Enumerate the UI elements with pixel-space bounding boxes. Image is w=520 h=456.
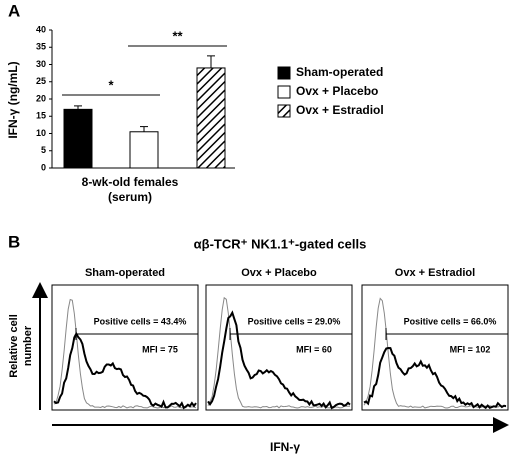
significance-label: ** [172, 28, 183, 43]
y-tick-label: 20 [36, 93, 46, 103]
isotype-curve [53, 298, 197, 409]
y-tick-label: 0 [41, 162, 46, 172]
gate-label: Positive cells = 29.0% [248, 316, 341, 326]
legend-swatch [277, 66, 291, 80]
x-axis-label: (serum) [108, 190, 152, 204]
subpanel-title: Sham-operated [85, 267, 165, 279]
gate-label: Positive cells = 43.4% [94, 316, 187, 326]
y-tick-label: 35 [36, 42, 46, 52]
y-tick-label: 15 [36, 111, 46, 121]
bar [63, 108, 93, 169]
legend-label: Ovx + Placebo [296, 84, 378, 98]
y-axis-label: number [22, 325, 34, 366]
y-tick-label: 30 [36, 59, 46, 69]
panel-title: αβ-TCR⁺ NK1.1⁺-gated cells [194, 236, 367, 251]
mfi-label: MFI = 60 [296, 344, 332, 354]
mfi-label: MFI = 102 [450, 344, 491, 354]
legend-swatch [277, 104, 291, 118]
panel-label: A [8, 1, 20, 20]
subpanel-title: Ovx + Estradiol [395, 267, 475, 279]
y-tick-label: 25 [36, 76, 46, 86]
y-tick-label: 40 [36, 24, 46, 34]
gate-label: Positive cells = 66.0% [404, 316, 497, 326]
bar [196, 67, 226, 169]
x-axis-label: IFN-γ [270, 440, 300, 454]
subpanel-title: Ovx + Placebo [241, 267, 317, 279]
histogram-frame [205, 284, 353, 411]
significance-label: * [108, 77, 114, 92]
y-axis-label: IFN-γ (ng/mL) [6, 61, 20, 138]
legend-swatch [277, 85, 291, 99]
mfi-label: MFI = 75 [142, 344, 178, 354]
isotype-curve [363, 297, 507, 409]
bar [129, 131, 159, 169]
y-tick-label: 10 [36, 128, 46, 138]
histogram-frame [51, 284, 199, 411]
y-tick-label: 5 [41, 145, 46, 155]
stained-curve [207, 310, 351, 410]
x-axis-label: 8-wk-old females [82, 175, 179, 189]
panel-label: B [8, 232, 20, 251]
histogram-frame [361, 284, 509, 411]
stained-curve [363, 346, 507, 410]
y-axis-label: Relative cell [8, 314, 20, 378]
legend-label: Ovx + Estradiol [296, 103, 384, 117]
legend-label: Sham-operated [296, 65, 383, 79]
stained-curve [53, 331, 197, 410]
